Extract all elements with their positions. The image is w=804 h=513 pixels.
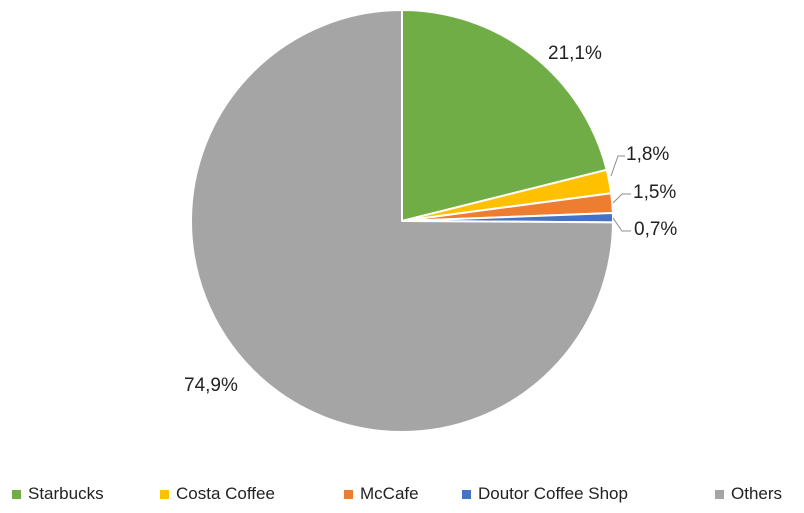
legend-item-mccafe: McCafe (344, 482, 419, 506)
pie-slices (190, 9, 614, 433)
legend-label-doutor-coffee-shop: Doutor Coffee Shop (478, 484, 628, 503)
data-labels: 21,1% 1,8% 1,5% 0,7% 74,9% (184, 43, 677, 396)
legend-label-others: Others (731, 484, 783, 503)
legend-label-costa-coffee: Costa Coffee (176, 484, 275, 503)
leader-lines (610, 155, 631, 232)
data-label-costa-coffee: 1,8% (626, 144, 669, 165)
legend-swatch-doutor-coffee-shop (462, 489, 471, 499)
pie-slice-others (190, 9, 614, 433)
legend-item-others: Others (715, 482, 782, 506)
leader-line-mccafe (612, 193, 631, 204)
pie-chart: 21,1% 1,8% 1,5% 0,7% 74,9% (184, 9, 677, 433)
data-label-doutor-coffee-shop: 0,7% (634, 219, 677, 240)
pie-slice-starbucks (401, 9, 608, 222)
data-label-others: 74,9% (184, 375, 238, 396)
legend-swatch-mccafe (344, 489, 353, 499)
data-label-starbucks: 21,1% (548, 43, 602, 64)
legend-item-costa-coffee: Costa Coffee (160, 482, 275, 506)
legend-label-starbucks: Starbucks (28, 484, 104, 503)
legend-item-starbucks: Starbucks (12, 482, 104, 506)
legend-swatch-costa-coffee (160, 489, 169, 499)
data-label-mccafe: 1,5% (633, 182, 676, 203)
legend-swatch-starbucks (12, 489, 21, 499)
legend-item-doutor-coffee-shop: Doutor Coffee Shop (462, 482, 628, 506)
leader-line-doutor-coffee-shop (612, 217, 631, 232)
leader-line-costa-coffee (610, 155, 625, 177)
legend-label-mccafe: McCafe (360, 484, 419, 503)
legend-swatch-others (715, 489, 724, 499)
chart-legend: Starbucks Costa Coffee McCafe Doutor Coffee… (0, 482, 804, 506)
